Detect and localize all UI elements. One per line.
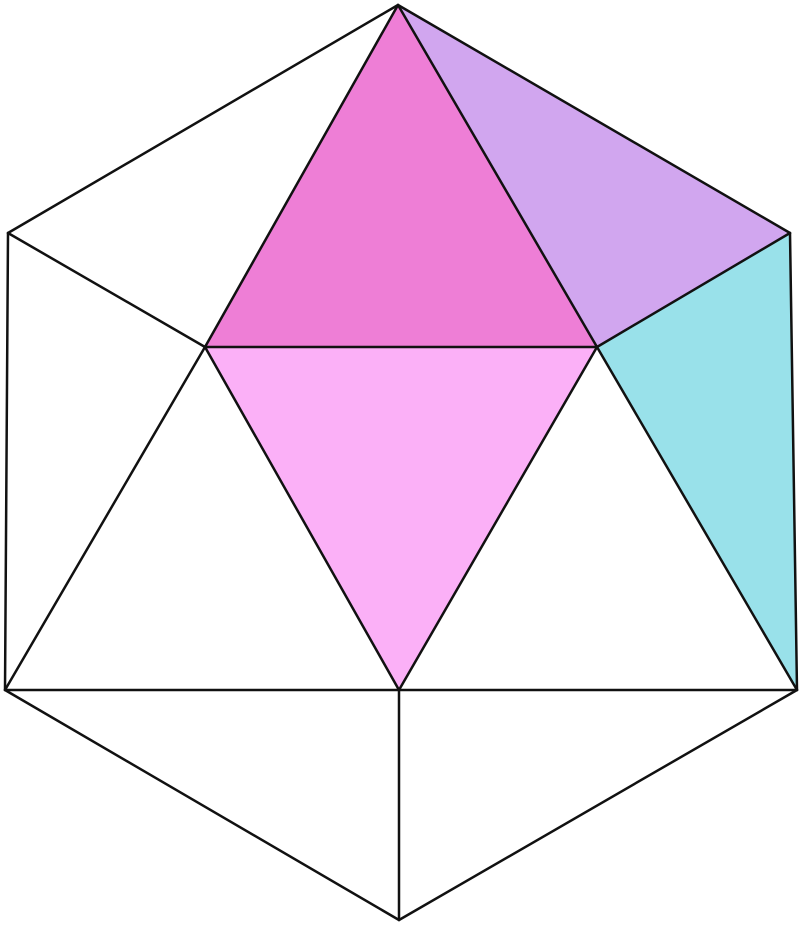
edge-df xyxy=(3,345,207,692)
edge-ae xyxy=(396,3,599,349)
shaded-faces xyxy=(205,5,797,690)
edge-bf xyxy=(3,231,10,692)
edge-fi xyxy=(3,688,401,922)
edge-ad xyxy=(203,3,400,349)
edge-ab xyxy=(6,3,400,235)
top-right-face xyxy=(398,5,790,347)
edge-dg xyxy=(203,345,401,692)
edge-eg xyxy=(397,345,599,692)
edge-ac xyxy=(396,3,792,235)
top-center-face xyxy=(205,5,597,347)
right-face xyxy=(597,233,797,690)
edge-hi xyxy=(397,688,799,922)
edge-lines xyxy=(3,3,799,922)
edge-ch xyxy=(788,231,799,692)
center-face xyxy=(205,347,597,690)
edge-eh xyxy=(595,345,799,692)
edge-bd xyxy=(6,231,207,349)
edge-ce xyxy=(595,231,792,349)
